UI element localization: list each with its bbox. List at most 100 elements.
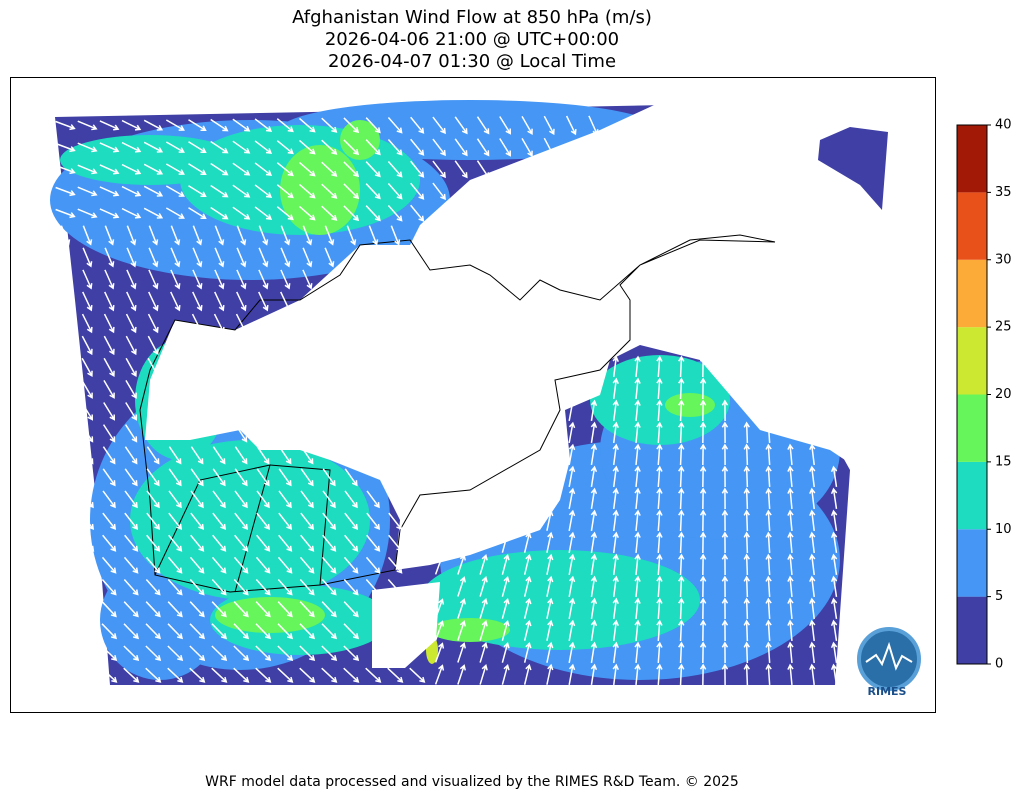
wind-arrow xyxy=(476,138,490,157)
wind-arrow xyxy=(57,667,74,683)
wind-arrow xyxy=(102,534,117,552)
wind-arrow xyxy=(612,531,619,554)
wind-arrow xyxy=(366,512,381,531)
wind-arrow xyxy=(568,553,576,575)
wind-arrow xyxy=(324,225,335,246)
wind-arrow xyxy=(699,421,707,444)
wind-arrow xyxy=(125,335,137,356)
wind-arrow xyxy=(299,667,316,683)
wind-arrow xyxy=(546,575,554,597)
wind-arrow xyxy=(366,490,380,509)
wind-arrow xyxy=(102,512,117,531)
wind-arrow xyxy=(612,399,619,422)
wind-arrow xyxy=(124,512,139,531)
wind-arrow xyxy=(145,579,161,596)
wind-arrow xyxy=(388,512,403,531)
wind-arrow xyxy=(656,641,663,664)
wind-arrow xyxy=(302,269,313,290)
wind-arrow xyxy=(300,490,314,509)
wind-arrow xyxy=(634,597,641,620)
wind-arrow xyxy=(104,247,115,268)
wind-arrow xyxy=(501,553,510,575)
wind-arrow xyxy=(699,509,707,532)
logo-emblem xyxy=(865,641,913,671)
wind-arrow xyxy=(232,140,251,154)
wind-arrow xyxy=(258,291,269,312)
wind-arrow xyxy=(501,641,510,663)
wind-arrow xyxy=(699,619,707,642)
wind-arrow xyxy=(80,512,95,531)
wind-arrow xyxy=(256,468,270,487)
wind-arrow xyxy=(457,620,466,641)
wind-arrow xyxy=(254,140,273,154)
wind-arrow xyxy=(125,313,137,334)
wind-arrow xyxy=(298,139,316,155)
colorbar-tick-label: 25 xyxy=(995,320,1012,335)
wind-arrow xyxy=(101,645,118,662)
wind-arrow xyxy=(344,468,358,487)
no-data-area xyxy=(372,582,440,668)
wind-arrow xyxy=(214,291,225,312)
wind-arrow xyxy=(787,487,794,510)
wind-arrow xyxy=(101,623,117,640)
wind-arrow xyxy=(432,182,446,201)
colorbar-tick-label: 35 xyxy=(995,185,1012,200)
colorbar-band xyxy=(957,125,987,193)
wind-arrow xyxy=(743,509,750,532)
wind-arrow xyxy=(145,556,161,574)
wind-arrow xyxy=(59,313,71,334)
wind-arrow xyxy=(343,556,359,574)
wind-arrow xyxy=(277,579,293,596)
wind-arrow xyxy=(277,601,293,618)
wind-arrow xyxy=(521,115,533,135)
wind-arrow xyxy=(787,509,794,532)
wind-arrow xyxy=(434,554,445,575)
wind-arrow xyxy=(121,207,142,219)
wind-arrow xyxy=(634,531,641,554)
wind-arrow xyxy=(82,247,93,268)
wind-arrow xyxy=(57,623,73,640)
wind-arrow xyxy=(765,487,772,510)
wind-arrow xyxy=(479,598,488,619)
wind-arrow xyxy=(277,645,294,662)
wind-arrow xyxy=(588,115,599,136)
wind-arrow xyxy=(278,446,292,465)
wind-arrow xyxy=(59,402,72,421)
wind-arrow xyxy=(121,163,142,175)
wind-field xyxy=(60,135,240,185)
wind-arrow xyxy=(188,207,207,220)
wind-arrow xyxy=(211,667,228,683)
wind-arrow xyxy=(612,465,619,488)
wind-arrow xyxy=(299,556,315,574)
wind-arrow xyxy=(568,597,576,619)
wind-arrow xyxy=(366,534,381,552)
wind-arrow xyxy=(457,664,466,685)
colorbar-band xyxy=(957,394,987,462)
wind-arrow xyxy=(457,576,466,597)
wind-arrow xyxy=(699,641,707,664)
wind-arrow xyxy=(590,597,598,619)
wind-arrow xyxy=(123,623,139,640)
wind-arrow xyxy=(809,509,816,532)
wind-arrow xyxy=(743,663,750,686)
wind-arrow xyxy=(368,225,379,246)
wind-arrow xyxy=(146,534,161,552)
wind-arrow xyxy=(298,117,316,133)
wind-arrow xyxy=(322,534,337,552)
wind-arrow xyxy=(830,575,838,598)
wind-arrow xyxy=(699,597,707,620)
wind-arrow xyxy=(699,399,707,422)
wind-arrow xyxy=(214,225,225,246)
wind-arrow xyxy=(321,601,337,618)
wind-arrow xyxy=(192,225,203,246)
wind-arrow xyxy=(146,512,161,531)
wind-arrow xyxy=(280,269,291,290)
wind-arrow xyxy=(123,556,139,574)
wind-arrow xyxy=(190,468,204,487)
title-line: Afghanistan Wind Flow at 850 hPa (m/s) xyxy=(292,7,652,28)
colorbar-tick-label: 5 xyxy=(995,589,1003,604)
wind-arrow xyxy=(634,399,641,422)
wind-arrow xyxy=(410,116,425,134)
wind-arrow xyxy=(168,468,182,487)
wind-arrow xyxy=(322,490,336,509)
